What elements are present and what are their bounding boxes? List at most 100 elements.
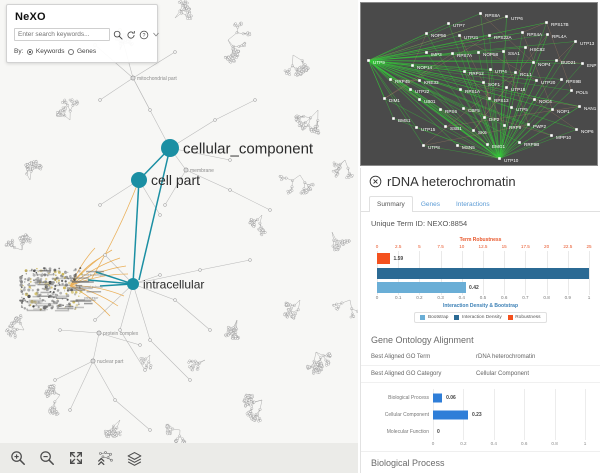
term-info-panel: rDNA heterochromatin Summary Genes Inter…: [360, 168, 600, 473]
gene-node: [444, 125, 447, 128]
ontology-highlight-label: cellular_component: [183, 140, 314, 157]
grid-line: [554, 389, 556, 440]
help-icon[interactable]: ?: [139, 29, 149, 41]
gene-node: [551, 108, 554, 111]
legend-item[interactable]: Bootstrap: [420, 315, 448, 320]
gene-node-label: DIM1: [389, 98, 400, 103]
gene-node: [535, 79, 538, 82]
bottom-axis-tick: 0.4: [458, 295, 465, 300]
go-alignment-score-chart: 0 0.2 0.4 0.6 0.8 1 Biological Process 0.06 Cell…: [369, 389, 592, 451]
close-circle-icon[interactable]: [369, 175, 382, 188]
gene-node-label: RRP45: [395, 79, 410, 84]
radio-genes-dot: [68, 48, 75, 55]
gene-node-label: ENP1: [587, 63, 598, 68]
gene-node: [575, 128, 578, 131]
gene-node-label: BUD21: [561, 60, 576, 65]
tab-interactions[interactable]: Interactions: [455, 201, 490, 208]
top-axis-title: Term Robustness: [459, 237, 502, 243]
gene-node-label: NOP14: [417, 65, 433, 70]
ontology-network-canvas[interactable]: protein complex ribosomal subunit precurso…: [0, 0, 358, 473]
x-axis-tick: 0.8: [551, 441, 558, 446]
panel-title: NeXO: [15, 11, 46, 23]
legend-item[interactable]: Robustness: [507, 315, 541, 320]
go-score-value: 0.23: [471, 411, 482, 418]
ontology-highlight-label: cell part: [151, 172, 200, 188]
tab-genes[interactable]: Genes: [420, 201, 440, 208]
gene-node: [545, 21, 548, 24]
zoom-in-icon[interactable]: [9, 449, 27, 467]
gene-node: [533, 98, 536, 101]
search-input[interactable]: [14, 28, 110, 41]
gene-node-label: NOP56: [431, 33, 447, 38]
legend-item[interactable]: Interaction Density: [454, 315, 502, 320]
bottom-axis-tick: 0: [375, 295, 379, 300]
gene-node: [389, 78, 392, 81]
ontology-highlight-label: intracellular: [143, 277, 204, 291]
bottom-axis-tick: 0.7: [522, 295, 529, 300]
bar-bootstrap: [377, 282, 467, 293]
svg-text:?: ?: [143, 33, 146, 39]
legend-label: Bootstrap: [427, 315, 449, 320]
search-icon[interactable]: [113, 29, 123, 41]
gene-node: [411, 64, 414, 67]
gene-node-label: RPS1A: [465, 89, 481, 94]
top-axis-tick: 0: [375, 244, 379, 249]
gene-node-label: NOP1: [557, 109, 570, 114]
ontology-micro-label: ribosomal subunit: [76, 285, 103, 289]
gene-node-label: SOF1: [488, 82, 500, 87]
ontology-highlight-node: [127, 278, 139, 290]
legend-label: Robustness: [515, 315, 541, 320]
gene-node-label: SK6: [478, 130, 487, 135]
fit-screen-icon[interactable]: [67, 449, 85, 467]
bar-interaction-density: [377, 268, 589, 279]
gene-node-label: NAN1: [584, 106, 597, 111]
ontology-graph: protein complex ribosomal subunit precurso…: [4, 0, 358, 445]
top-axis-tick: 7.5: [437, 244, 444, 249]
search-by-row: By: Keywords Genes: [14, 48, 150, 55]
gene-node: [456, 144, 459, 147]
gene-node: [560, 78, 563, 81]
go-score-row: Molecular Function 0: [369, 423, 592, 440]
x-axis-tick: 0.6: [520, 441, 528, 446]
gene-node-label: RPL4A: [552, 34, 567, 39]
radio-keywords[interactable]: Keywords: [27, 48, 64, 55]
gene-node: [447, 22, 450, 25]
layers-icon[interactable]: [125, 449, 143, 467]
gene-node-label: RPS7A: [457, 53, 473, 58]
gene-node-label: RPS6: [445, 109, 457, 114]
top-axis-tick: 5: [418, 244, 421, 249]
unique-term-id: Unique Term ID: NEXO:8854: [371, 219, 468, 228]
gene-node: [409, 88, 412, 91]
go-category-row: Best Aligned GO Category Cellular Compon…: [361, 366, 600, 383]
gene-node: [581, 62, 584, 65]
canvas-toolbar: [0, 443, 358, 473]
gene-node: [383, 97, 386, 100]
go-score-row: Cellular Component 0.23: [369, 406, 592, 423]
tab-summary[interactable]: Summary: [369, 196, 413, 212]
collapse-icon[interactable]: [152, 29, 160, 41]
gene-node: [418, 79, 421, 82]
gene-node-label: RPS9B: [566, 79, 581, 84]
bottom-axis-tick: 0.5: [479, 295, 487, 300]
go-score-category: Molecular Function: [386, 428, 429, 435]
term-robustness-chart: Term Robustness 0 2.5 5 7.5 10 12.5 15 17.5 20 22…: [369, 234, 592, 327]
robustness-plot-area: 1.59 0.42: [369, 251, 592, 295]
zoom-out-icon[interactable]: [38, 449, 56, 467]
gene-interaction-network[interactable]: UTP9 UTP7 RPS8A UTP6 RPS17B NOP56 UTP21 RPS22A R…: [360, 2, 598, 166]
grid-line: [493, 389, 495, 440]
ontology-node-label: protein complex: [103, 331, 139, 337]
gene-node-label: RPS17B: [551, 22, 569, 27]
chart-legend-items: Bootstrap Interaction Density Robustness: [414, 312, 547, 323]
gene-node-label: CBF5: [468, 108, 480, 113]
go-term-value: rDNA heterochromatin: [476, 354, 536, 360]
gene-node-label: UTP7: [453, 23, 465, 28]
collapse-tree-icon[interactable]: [96, 449, 114, 467]
bottom-axis-tick: 0.6: [500, 295, 508, 300]
refresh-icon[interactable]: [126, 29, 136, 41]
grid-line: [585, 389, 586, 440]
gene-node: [458, 34, 461, 37]
radio-genes[interactable]: Genes: [68, 48, 96, 55]
gene-node: [463, 70, 466, 73]
info-header: rDNA heterochromatin: [361, 168, 600, 192]
